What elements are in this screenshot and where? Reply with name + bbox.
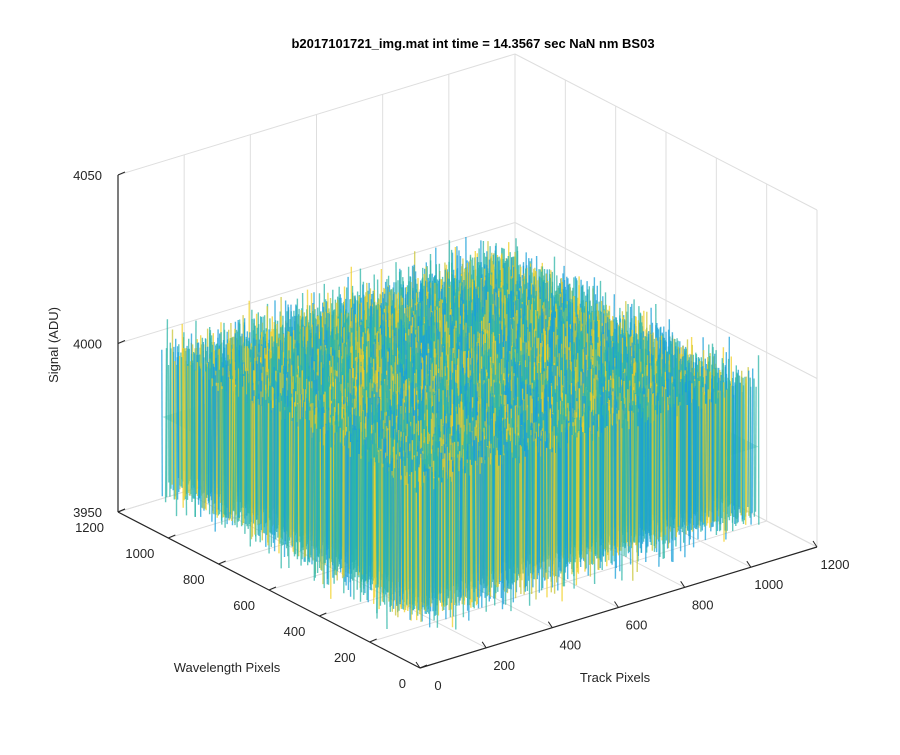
surface-trace — [659, 405, 660, 566]
surface-trace — [182, 357, 183, 488]
surface-layer — [162, 237, 759, 630]
surface-trace — [162, 350, 163, 497]
surface-trace — [235, 387, 236, 525]
surface-trace — [190, 361, 191, 496]
surface-trace — [254, 396, 255, 534]
surface-trace — [191, 365, 192, 502]
surface-trace — [175, 361, 176, 499]
surface-trace — [245, 403, 246, 534]
surface-trace — [215, 386, 216, 532]
surface-trace — [173, 347, 174, 490]
surface-trace — [212, 386, 213, 522]
surface-trace — [689, 409, 690, 545]
surface-trace — [188, 366, 189, 493]
surface-trace — [698, 406, 699, 539]
surface-trace — [682, 395, 683, 529]
surface-trace — [739, 383, 740, 510]
surface-trace — [247, 403, 248, 529]
surface-trace — [693, 399, 694, 547]
surface-trace — [676, 416, 677, 537]
surface-trace — [229, 379, 230, 512]
surface-trace — [199, 372, 200, 504]
surface-trace — [239, 362, 240, 518]
surface-trace — [735, 385, 736, 524]
surface-trace — [756, 387, 757, 512]
surface-trace — [232, 379, 233, 521]
surface-trace — [627, 421, 628, 542]
surface-trace — [748, 371, 749, 507]
surface-trace — [708, 389, 709, 523]
surface-trace — [728, 386, 729, 517]
surface-trace — [752, 369, 753, 513]
surface-trace — [662, 397, 663, 559]
surface-trace — [657, 393, 658, 552]
surface-trace — [688, 391, 689, 525]
surface-trace — [719, 392, 720, 531]
surface-trace — [202, 338, 203, 508]
surface-trace — [195, 370, 196, 517]
surface-trace — [706, 404, 707, 526]
surface-trace — [702, 409, 703, 531]
surface-trace — [721, 375, 722, 524]
surface-trace — [745, 377, 746, 521]
surface-trace — [178, 352, 179, 492]
surface-trace — [209, 380, 210, 504]
surface-trace — [717, 398, 718, 531]
surface-trace — [634, 402, 635, 543]
surface-trace — [227, 361, 228, 524]
surface-trace — [252, 401, 253, 539]
surface-trace — [221, 382, 222, 503]
surface-trace — [672, 404, 673, 539]
surface-trace — [166, 348, 167, 502]
surface-trace — [722, 392, 723, 518]
surface-trace — [703, 393, 704, 523]
surface-trace — [647, 420, 648, 547]
surface-trace — [193, 361, 194, 499]
surface-trace — [668, 410, 669, 548]
